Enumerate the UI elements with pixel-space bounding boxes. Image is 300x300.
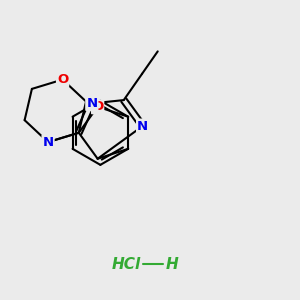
Text: HCl: HCl — [112, 257, 141, 272]
Text: O: O — [57, 73, 68, 86]
Text: N: N — [86, 97, 98, 110]
Text: O: O — [92, 100, 103, 113]
Text: N: N — [43, 136, 54, 148]
Text: H: H — [166, 257, 179, 272]
Text: N: N — [137, 120, 148, 133]
